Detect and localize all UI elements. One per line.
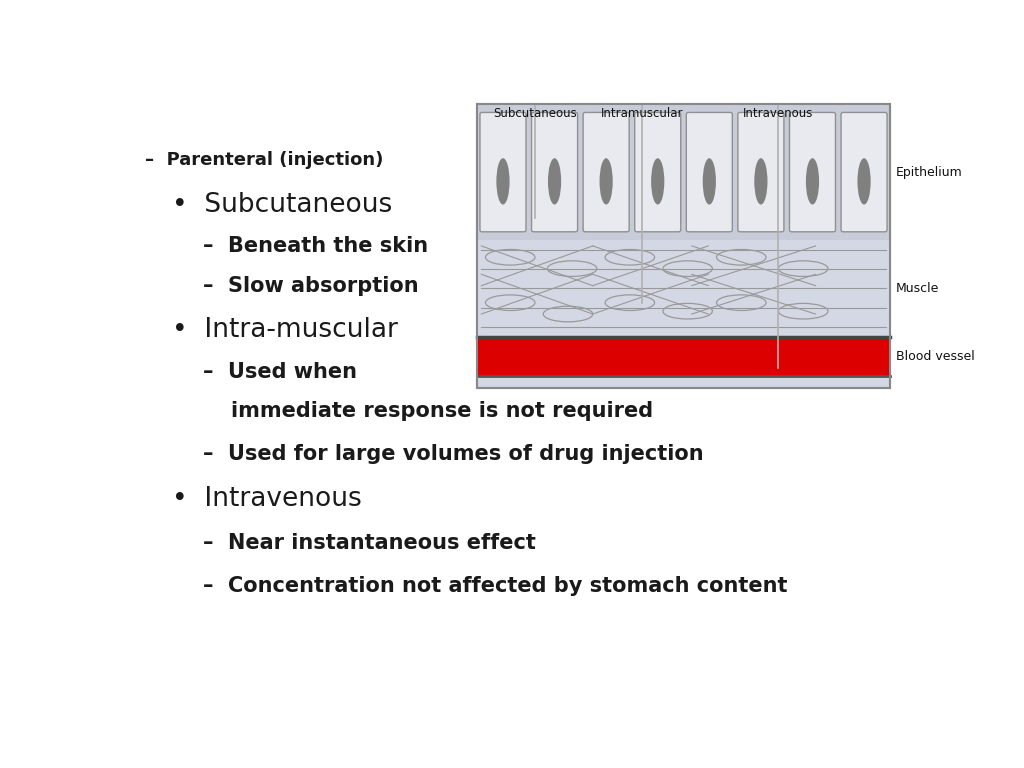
FancyBboxPatch shape [738,112,784,232]
Ellipse shape [857,158,870,204]
Text: immediate response is not required: immediate response is not required [231,402,653,422]
Bar [477,240,890,336]
Ellipse shape [497,158,510,204]
FancyBboxPatch shape [531,112,578,232]
Text: –  Beneath the skin: – Beneath the skin [204,236,428,256]
FancyBboxPatch shape [790,112,836,232]
Bar [477,336,890,376]
Ellipse shape [806,158,819,204]
Text: •  Subcutaneous: • Subcutaneous [172,191,392,217]
Ellipse shape [548,158,561,204]
FancyBboxPatch shape [480,112,526,232]
Ellipse shape [702,158,716,204]
Ellipse shape [755,158,768,204]
Text: Blood vessel: Blood vessel [896,350,975,363]
Text: Epithelium: Epithelium [896,166,963,179]
Text: –  Near instantaneous effect: – Near instantaneous effect [204,533,537,553]
Text: –  Parenteral (injection): – Parenteral (injection) [145,151,384,169]
Ellipse shape [651,158,665,204]
Ellipse shape [599,158,612,204]
Text: Subcutaneous: Subcutaneous [494,107,577,120]
Bar [477,104,890,240]
Text: –  Slow absorption: – Slow absorption [204,276,419,296]
Text: •  Intravenous: • Intravenous [172,486,361,512]
Text: Intramuscular: Intramuscular [601,107,683,120]
FancyBboxPatch shape [635,112,681,232]
Text: –  Concentration not affected by stomach content: – Concentration not affected by stomach … [204,576,787,596]
FancyBboxPatch shape [686,112,732,232]
Text: •  Intra-muscular: • Intra-muscular [172,317,397,343]
Text: Intravenous: Intravenous [743,107,814,120]
Text: Muscle: Muscle [896,282,940,295]
Bar [477,104,890,388]
FancyBboxPatch shape [583,112,629,232]
FancyBboxPatch shape [841,112,887,232]
Text: –  Used when: – Used when [204,362,357,382]
Bar [477,104,890,388]
Text: –  Used for large volumes of drug injection: – Used for large volumes of drug injecti… [204,444,705,464]
